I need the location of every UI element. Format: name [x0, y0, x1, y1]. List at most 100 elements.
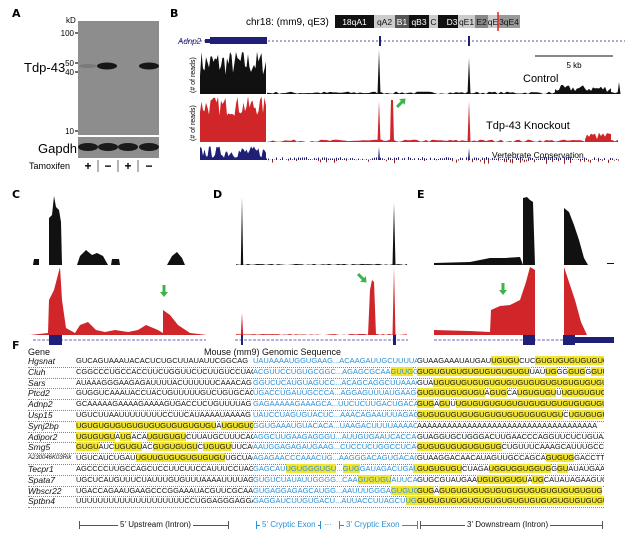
ug-repeat-highlight: GUG: [417, 485, 435, 495]
region-label-upstream: 5' Upstream (Intron): [118, 520, 193, 529]
gene-name: A230046K03Rik: [28, 455, 72, 462]
sequence-segment: GGUGAAAUGUACACA...UAAGACUUUUAAAAC: [253, 420, 417, 430]
sequence-segment: AUC: [98, 442, 115, 452]
sequence-segment: GUGAGGAGAGCAUGG...AAUUUGGGA: [253, 485, 391, 495]
downstream-intron-sequence: GUAAGAAAUAUGAUUGUGUCUCGUGUGUGUGUGUG: [417, 356, 604, 366]
ideogram-band: [429, 15, 438, 28]
kd-unit-label: kD: [66, 16, 76, 25]
upstream-intron-sequence: UGUGUGUGUGUGUGUGUGUGUGUGUAUGUGUGUGUAG: [76, 420, 253, 431]
sequence-segment: GAUAGACUGA: [359, 464, 414, 473]
conservation-exon2: [378, 147, 380, 160]
panel-label-d: D: [213, 188, 222, 201]
knockout-cryptic-exon-peak: [368, 280, 376, 335]
sequence-segment: UGACCAGAAUGAAGCCCGGAAAUACGUUCGCAA: [76, 485, 253, 495]
sequence-row: Hgsnat GUCAGUAAAUACACUCUGCUUAUAUUCGGCAG UA…: [28, 356, 604, 368]
cryptic-exon-sequence: GAGAAAAAGAAAGCA...UUCUCUUGACUGACA: [253, 399, 417, 409]
sequence-segment: A: [216, 420, 222, 430]
ug-repeat-highlight: GU: [557, 464, 569, 473]
sequence-segment: A: [115, 431, 121, 441]
upstream-intron-sequence: GCAAAAAGAAAAGAAAAGUGACCUCUGUUUUAG: [76, 399, 253, 409]
band-lane2: [97, 62, 117, 70]
sequence-segment: GG: [413, 366, 417, 376]
ug-repeat-highlight: GUGUGUGU: [417, 464, 462, 473]
gene-name: Adnp2: [28, 399, 53, 410]
y-axis-label-knockout: (# of reads): [190, 105, 197, 141]
gene-name: Tecpr1: [28, 464, 54, 474]
control-coverage: [77, 250, 108, 265]
ug-repeat-highlight: GUGUGUGUGUGUGUGUGUGUGUGUGUGUG: [439, 485, 603, 495]
ug-repeat-highlight: GUGUGUGUGUGUGUGUGUGUGUGUGU: [417, 410, 564, 419]
cryptic-exon-sequence: AGAGAACCCAAACUG...AAGGGACAGUGACAG: [253, 453, 417, 463]
gene-name: Ptcd2: [28, 388, 50, 399]
cryptic-exon-sequence: UAUCCUAGUGUACUC...AAACAGAAUUUAGAG: [253, 410, 417, 420]
sequence-row: Cluh CGGCCCUGCCACCUUCUGGUUCUCUUGUCCUAG ACG…: [28, 366, 604, 379]
knockout-coverage: [30, 267, 207, 335]
ug-repeat-highlight: GUG: [342, 464, 360, 473]
downstream-intron-sequence: GUAGGUGCUGGGACUUGAACCCAGGUUCUCUGUAA: [417, 432, 604, 442]
sequence-segment: UGACCUGAUUGCCCA...AGGAGUUUAUGAAGG: [253, 388, 417, 398]
ideogram-band-label: qA2: [377, 17, 392, 27]
sequence-segment: U: [450, 399, 456, 409]
sequence-segment: ...: [336, 464, 343, 473]
knockout-exon-peak: [392, 267, 396, 335]
sequence-segment: G: [585, 366, 592, 376]
sequence-segment: CUC: [519, 356, 536, 365]
sequence-segment: AUAAAGGGAAGAGAUUUUACUUUUUUCAAACAG: [76, 377, 252, 387]
ug-repeat-highlight: UG: [545, 366, 557, 376]
control-coverage: [236, 263, 407, 265]
green-arrow-icon: [356, 272, 367, 283]
sequence-segment: C: [563, 410, 569, 419]
sequence-segment: UUUUUUUUUUUUUUUUUUUUCCUGGAGGGAGGAG: [76, 496, 253, 506]
ug-repeat-highlight: UGUGUGUGU: [477, 474, 528, 484]
control-coverage: [434, 257, 523, 265]
gene-name: Cluh: [28, 366, 46, 377]
adnp2-exon-3: [468, 36, 470, 46]
upstream-intron-sequence: AUAAAGGGAAGAGAUUUUACUUUUUUCAAACAG: [76, 378, 253, 388]
ideogram-band: [446, 15, 458, 28]
control-exon-peak: [49, 196, 62, 265]
ideogram-band: [335, 15, 374, 28]
upstream-intron-sequence: GUGGUCAAAUACCUACUGUUUUUGUCUGUGCAG: [76, 388, 253, 398]
ideogram-band: [498, 15, 520, 28]
gene-name: Synj2bp: [28, 420, 59, 431]
panel-f-sequences: F Gene Mouse (mm9) Genomic Sequence Hgsn…: [0, 339, 625, 537]
track-label-conservation: Vertebrate Conservation: [492, 150, 584, 160]
control-coverage-background: [267, 91, 618, 94]
sequence-segment: AGCCCCUUGCCAGCUCCUUCUUCCAUUUCCUAG: [76, 464, 253, 473]
sequence-segment: A: [484, 388, 490, 398]
panel-label-f: F: [12, 339, 20, 352]
cryptic-exon-sequence: GGUGAAAUGUACACA...UAAGACUUUUAAAAC: [253, 421, 417, 431]
ug-repeat-highlight: GUUG: [591, 366, 604, 376]
control-peak-end: [617, 82, 621, 94]
sequence-segment: GUAAGGACAACAUAGUUGCCAGCA: [417, 453, 546, 463]
downstream-intron-sequence: GUGAGUUUGUGUGUGUGUGUGUGUGUGUGUGUGUGUG: [417, 399, 604, 409]
downstream-intron-sequence: GUAUGUGUGUGUGUGUGUGUGUGUGUGUGUGUGUU: [417, 377, 604, 388]
ug-repeat-highlight: UG: [413, 464, 417, 473]
knockout-coverage-background: [267, 139, 618, 142]
ideogram-band-label: qB3: [411, 17, 426, 27]
ug-repeat-highlight: UGUGUGU: [146, 431, 187, 441]
sequence-segment: CUUAUGCUUUCAG: [186, 431, 253, 441]
sequence-segment: CUGUUUCAAAGCAUUUGCCC: [501, 442, 604, 452]
ug-repeat-highlight: UGUGUGUGU: [221, 420, 253, 430]
knockout-peak-exon3: [467, 101, 471, 142]
sequence-segment: GACCTT: [574, 453, 604, 463]
scale-bar-label: 5 kb: [566, 61, 582, 70]
ug-repeat-highlight: UGUUGUGUGUGUGUGU: [135, 453, 226, 463]
ideogram-band: [409, 15, 429, 28]
track-label-control: Control: [523, 73, 558, 85]
coverage-tracks-cde: [30, 196, 614, 345]
sequence-row: Usp15 UGUCUUAAUUUUUUUUCCUUCAUAAAAUAAAAG UA…: [28, 410, 604, 422]
ug-repeat-highlight: UGG: [405, 496, 417, 506]
sequence-segment: CAUAUAGAAGUC: [543, 474, 604, 484]
ug-repeat-highlight: GUGUG: [545, 453, 575, 463]
green-arrow-icon: [395, 98, 406, 109]
region-label-downstream: 3' Downstream (Intron): [465, 520, 551, 529]
sequence-segment: GCAAAAAGAAAAGAAAAGUGACCUCUGUUUUAG: [76, 399, 252, 409]
sequence-row: Ptcd2 GUGGUCAAAUACCUACUGUUUUUGUCUGUGCAG UG…: [28, 388, 604, 401]
sequence-row: Spata7 UGCUCAUGUUUCUAUUUGUGUUUAAAAUUUUAG G…: [28, 474, 604, 487]
sequence-segment: UGCUAG: [225, 453, 253, 463]
control-peak-exon3: [467, 58, 471, 94]
